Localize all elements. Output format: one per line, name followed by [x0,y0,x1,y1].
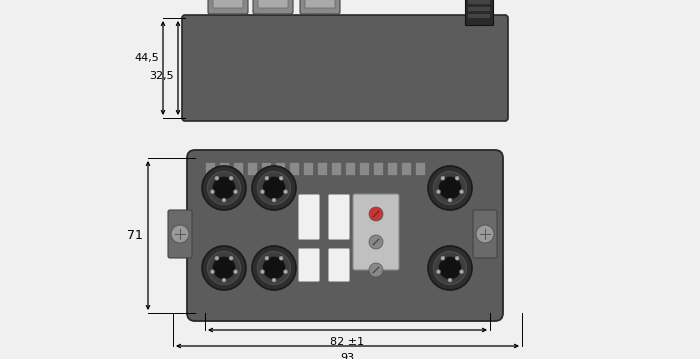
FancyBboxPatch shape [187,150,503,321]
Bar [387,162,397,175]
Circle shape [433,252,466,284]
Text: 93: 93 [340,353,355,359]
Circle shape [279,256,283,260]
Circle shape [369,235,383,249]
Circle shape [252,246,296,290]
Bar [401,162,411,175]
Circle shape [439,257,461,279]
Circle shape [234,270,237,274]
Circle shape [455,176,459,180]
Circle shape [213,257,235,279]
Text: 32,5: 32,5 [149,71,174,81]
Circle shape [455,256,459,260]
Circle shape [211,270,214,274]
Circle shape [262,257,286,279]
Bar [205,162,215,175]
Bar [359,162,369,175]
FancyBboxPatch shape [258,0,288,8]
Circle shape [234,190,237,194]
Circle shape [213,177,235,200]
Circle shape [369,207,383,221]
Circle shape [258,172,290,205]
FancyBboxPatch shape [300,0,340,14]
FancyBboxPatch shape [353,194,399,270]
FancyBboxPatch shape [213,0,243,8]
Bar [468,0,490,4]
Circle shape [437,190,440,194]
Text: 44,5: 44,5 [134,53,159,63]
Circle shape [202,166,246,210]
Circle shape [171,225,189,243]
Circle shape [441,256,445,260]
Circle shape [279,176,283,180]
Circle shape [272,198,276,202]
Bar [275,162,285,175]
Circle shape [476,225,494,243]
Circle shape [260,190,265,194]
Circle shape [428,246,472,290]
Circle shape [260,270,265,274]
Circle shape [448,198,452,202]
Circle shape [252,166,296,210]
Text: 71: 71 [127,229,143,242]
Circle shape [215,256,219,260]
Circle shape [202,246,246,290]
Bar [465,0,493,25]
Bar [317,162,327,175]
Circle shape [428,166,472,210]
Circle shape [265,256,269,260]
FancyBboxPatch shape [298,195,319,239]
Bar [468,14,490,18]
Circle shape [265,176,269,180]
Bar [289,162,299,175]
FancyBboxPatch shape [298,248,319,281]
Circle shape [433,172,466,205]
Circle shape [448,278,452,282]
FancyBboxPatch shape [328,248,349,281]
Circle shape [284,190,288,194]
Bar [345,162,355,175]
FancyBboxPatch shape [253,0,293,14]
FancyBboxPatch shape [208,0,248,14]
Circle shape [215,176,219,180]
Circle shape [207,172,241,205]
Circle shape [229,176,233,180]
FancyBboxPatch shape [328,195,349,239]
FancyBboxPatch shape [305,0,335,8]
FancyBboxPatch shape [168,210,192,258]
Text: 82 ±1: 82 ±1 [330,337,365,347]
Circle shape [222,278,226,282]
Bar [261,162,271,175]
FancyBboxPatch shape [473,210,497,258]
Circle shape [229,256,233,260]
Circle shape [369,263,383,277]
Bar [415,162,425,175]
Circle shape [262,177,286,200]
Bar [247,162,257,175]
Circle shape [207,252,241,284]
Circle shape [441,176,445,180]
Circle shape [258,252,290,284]
Circle shape [211,190,214,194]
Circle shape [272,278,276,282]
Circle shape [222,198,226,202]
Circle shape [459,190,463,194]
Bar [331,162,341,175]
Bar [233,162,243,175]
Bar [373,162,383,175]
Bar [468,7,490,11]
FancyBboxPatch shape [182,15,508,121]
Circle shape [284,270,288,274]
Bar [303,162,313,175]
Circle shape [437,270,440,274]
Circle shape [439,177,461,200]
Bar [219,162,229,175]
Circle shape [459,270,463,274]
